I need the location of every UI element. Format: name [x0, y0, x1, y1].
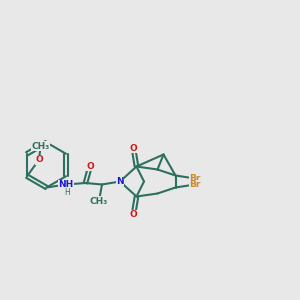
Text: O: O — [86, 162, 94, 171]
Text: CH₃: CH₃ — [90, 196, 108, 206]
Text: CH₃: CH₃ — [32, 142, 50, 151]
Text: Br: Br — [189, 174, 201, 183]
Text: H: H — [64, 188, 70, 197]
Text: O: O — [130, 210, 137, 219]
Text: O: O — [130, 144, 137, 153]
Text: Br: Br — [189, 180, 201, 189]
Text: O: O — [35, 155, 43, 164]
Text: N: N — [116, 177, 124, 186]
Text: NH: NH — [58, 180, 74, 189]
